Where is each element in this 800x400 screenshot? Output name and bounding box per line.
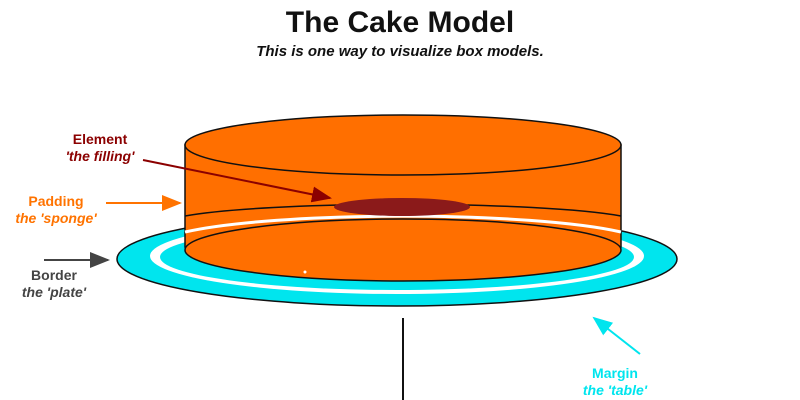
label-border-name: Border xyxy=(31,267,77,283)
label-border-desc: the 'plate' xyxy=(21,284,87,300)
label-border: Border the 'plate' xyxy=(0,267,108,301)
label-element-name: Element xyxy=(72,131,128,147)
page-title: The Cake Model xyxy=(285,6,515,39)
page-subtitle: This is one way to visualize box models. xyxy=(256,43,544,60)
label-margin-name: Margin xyxy=(592,365,638,381)
element-arrow xyxy=(142,159,332,203)
cake-filling xyxy=(334,198,470,216)
label-element: Element 'the filling' xyxy=(40,131,160,165)
border-line-front xyxy=(184,214,622,234)
cake-bottom xyxy=(184,218,622,282)
cake-top xyxy=(184,114,622,176)
label-margin: Margin the 'table' xyxy=(560,365,670,399)
margin-arrow xyxy=(592,316,641,355)
highlight-dot xyxy=(303,270,307,274)
label-element-desc: 'the filling' xyxy=(65,148,135,164)
label-padding: Padding the 'sponge' xyxy=(0,193,112,227)
label-margin-desc: the 'table' xyxy=(582,382,648,398)
label-padding-desc: the 'sponge' xyxy=(15,210,97,226)
label-padding-name: Padding xyxy=(28,193,84,209)
